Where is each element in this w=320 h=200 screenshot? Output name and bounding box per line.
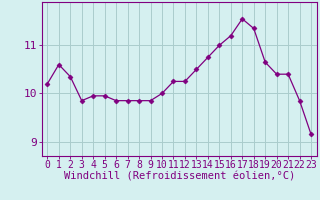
X-axis label: Windchill (Refroidissement éolien,°C): Windchill (Refroidissement éolien,°C) [64,172,295,182]
